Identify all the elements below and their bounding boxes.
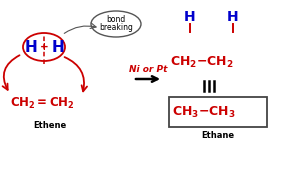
Text: $\mathbf{CH_3{-}CH_3}$: $\mathbf{CH_3{-}CH_3}$ bbox=[172, 104, 236, 119]
Ellipse shape bbox=[91, 11, 141, 37]
Text: bond: bond bbox=[106, 16, 126, 25]
Text: Ethane: Ethane bbox=[201, 131, 235, 140]
Text: H: H bbox=[184, 10, 196, 24]
Bar bbox=[169, 97, 267, 127]
Text: $\mathbf{+}$: $\mathbf{+}$ bbox=[39, 42, 49, 53]
Text: $\mathbf{CH_2{-}CH_2}$: $\mathbf{CH_2{-}CH_2}$ bbox=[170, 54, 234, 70]
Text: Ni or Pt: Ni or Pt bbox=[129, 66, 167, 75]
Text: H: H bbox=[25, 40, 37, 54]
Text: $\mathbf{CH_2{=}CH_2}$: $\mathbf{CH_2{=}CH_2}$ bbox=[10, 95, 75, 111]
Text: H: H bbox=[227, 10, 239, 24]
Text: H: H bbox=[52, 40, 64, 54]
Text: Ethene: Ethene bbox=[33, 120, 67, 129]
Text: breaking: breaking bbox=[99, 23, 133, 32]
